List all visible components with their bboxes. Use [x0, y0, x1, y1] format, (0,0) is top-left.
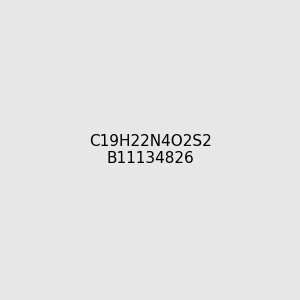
Text: C19H22N4O2S2
B11134826: C19H22N4O2S2 B11134826 [88, 134, 212, 166]
